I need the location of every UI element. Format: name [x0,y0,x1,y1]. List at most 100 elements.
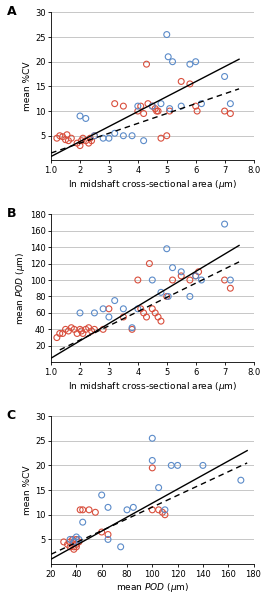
Point [113,296,117,305]
Point [159,287,163,297]
Point [72,325,76,334]
Point [74,535,78,544]
Point [63,135,68,145]
Point [81,133,85,143]
Point [199,99,204,109]
Text: C: C [7,409,16,422]
Point [163,505,167,515]
Point [150,101,154,111]
Point [179,267,183,277]
Point [81,517,85,527]
Point [100,490,104,500]
Point [68,535,72,544]
Point [146,99,150,109]
Point [150,433,154,443]
X-axis label: ln midshaft cross-sectional area ($\mu$m): ln midshaft cross-sectional area ($\mu$m… [68,178,237,191]
Text: B: B [7,207,16,220]
Point [55,333,59,343]
Point [61,329,65,338]
Point [69,323,73,332]
Point [72,537,76,547]
Point [121,312,125,322]
Point [58,329,62,338]
Y-axis label: mean $\mathit{POD}$ ($\mu$m): mean $\mathit{POD}$ ($\mu$m) [14,251,27,325]
Point [144,312,149,322]
X-axis label: mean $\mathit{POD}$ ($\mu$m): mean $\mathit{POD}$ ($\mu$m) [116,581,189,595]
Point [79,326,84,336]
Point [163,510,167,520]
Point [107,304,111,314]
Point [81,329,85,338]
Point [101,325,105,334]
Point [74,542,78,551]
Point [150,101,154,111]
Point [179,77,183,86]
Point [69,133,73,143]
Point [93,508,97,517]
Point [72,545,76,554]
Point [239,475,243,485]
Point [61,132,65,142]
Point [87,139,91,148]
Point [188,79,192,89]
Point [159,133,163,143]
Point [77,537,81,547]
Point [101,304,105,314]
Point [188,59,192,69]
Point [84,325,88,334]
Point [165,292,169,301]
Point [160,508,164,517]
Point [55,133,59,143]
Point [92,325,97,334]
Point [170,275,175,285]
Point [150,275,154,285]
Point [136,106,140,116]
Point [79,136,84,145]
Point [136,304,140,314]
Point [130,131,134,140]
Point [106,530,110,539]
Point [65,130,69,140]
Point [101,133,105,143]
Point [153,104,157,113]
Point [70,535,75,544]
Point [194,271,198,281]
Point [222,72,227,82]
Point [92,131,97,140]
Point [195,106,199,116]
Point [66,136,70,145]
Point [222,219,227,229]
Point [194,57,198,67]
Point [159,99,163,109]
Point [113,128,117,138]
Point [188,275,192,285]
Point [78,141,82,151]
Point [87,323,91,332]
Point [78,325,82,334]
Point [66,326,70,336]
Point [169,461,173,470]
Point [166,52,170,62]
Point [150,455,154,465]
Point [106,535,110,544]
Point [63,325,68,334]
Point [199,275,204,285]
Point [153,308,157,318]
Point [65,539,70,549]
Point [72,542,76,551]
X-axis label: ln midshaft cross-sectional area ($\mu$m): ln midshaft cross-sectional area ($\mu$m… [68,380,237,392]
Y-axis label: mean %CV: mean %CV [23,466,32,515]
Point [179,101,183,111]
Point [228,109,233,118]
Point [125,505,129,515]
Point [78,505,82,515]
Point [75,329,79,338]
Point [131,503,135,512]
Point [170,57,175,67]
Point [170,263,175,272]
Point [84,136,88,145]
Point [155,106,159,116]
Point [68,542,72,551]
Point [156,106,160,116]
Text: A: A [7,5,16,18]
